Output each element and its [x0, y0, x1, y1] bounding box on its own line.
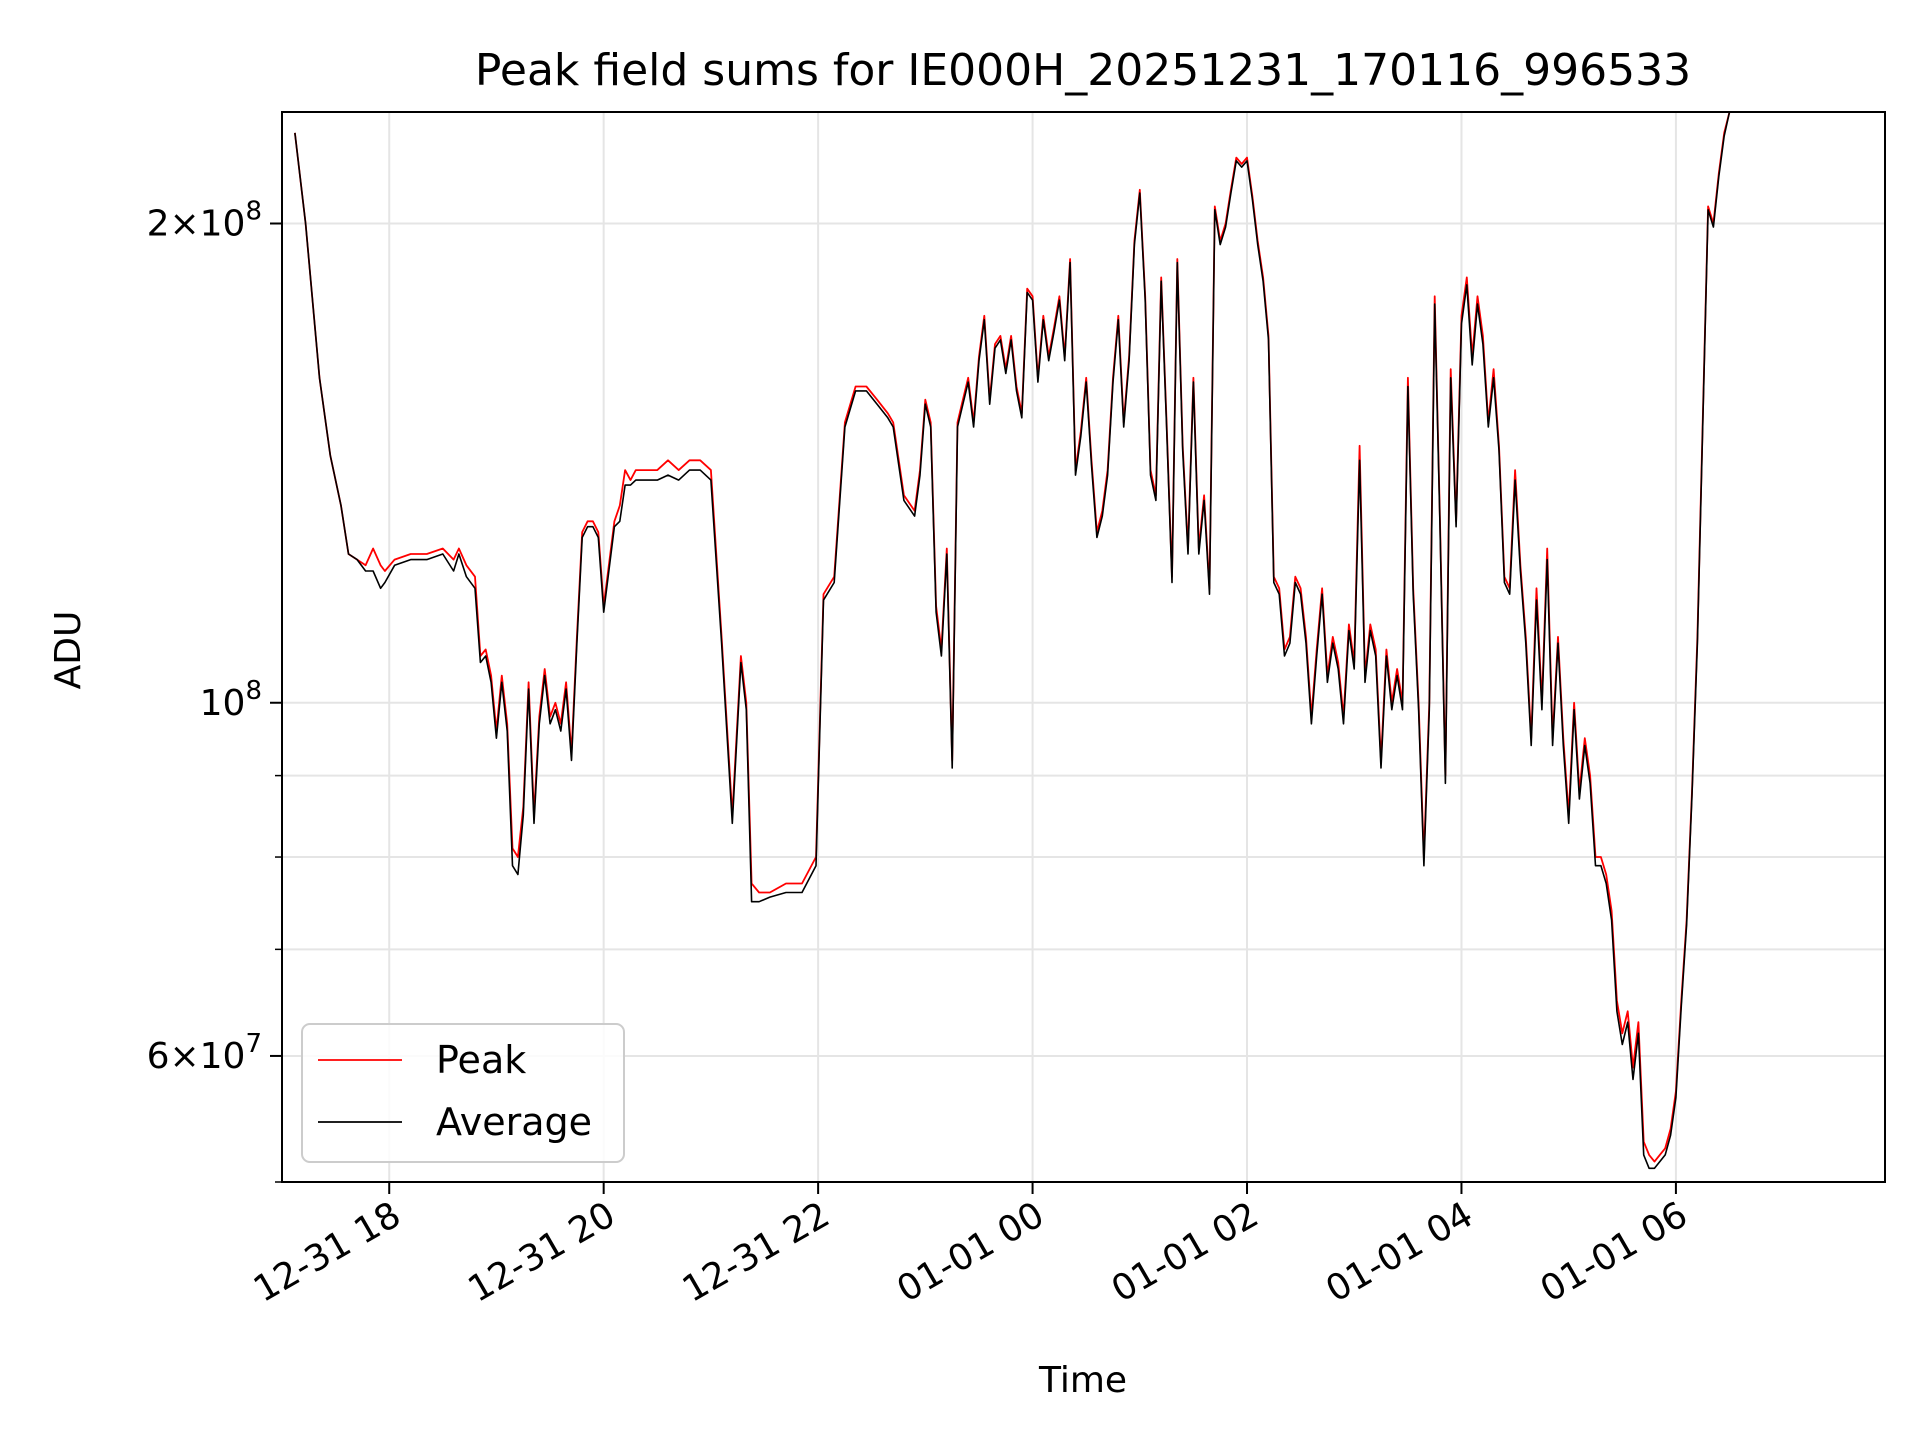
- axes-frame: [281, 111, 1886, 1183]
- y-tick-label: 108: [200, 676, 262, 724]
- y-axis-label: ADU: [48, 611, 89, 690]
- x-axis-label: Time: [1038, 1360, 1127, 1401]
- plot-area: [294, 112, 1731, 1170]
- y-tick-label: 6×107: [147, 1029, 262, 1077]
- chart-title: Peak field sums for IE000H_20251231_1701…: [475, 45, 1691, 96]
- legend-label-average: Average: [436, 1100, 592, 1144]
- legend: Peak Average: [301, 1023, 625, 1163]
- legend-box: [301, 1023, 625, 1163]
- series-line-average: [294, 112, 1731, 1170]
- y-axis: 2×108 108 6×107: [147, 197, 282, 1183]
- y-tick-label: 2×108: [147, 197, 262, 245]
- legend-label-peak: Peak: [436, 1038, 526, 1082]
